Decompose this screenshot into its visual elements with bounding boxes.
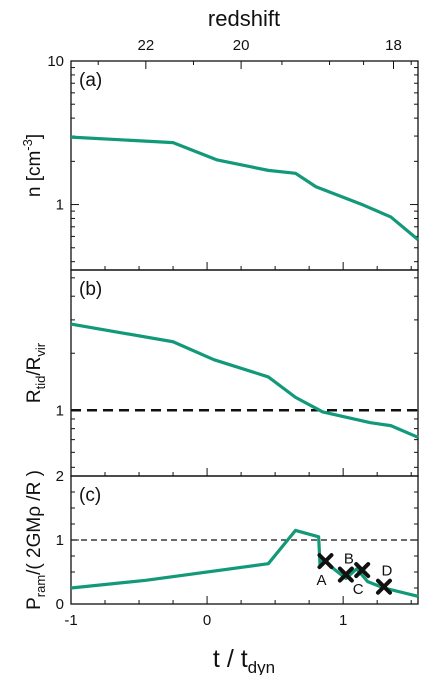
ylabel-main: R bbox=[24, 389, 45, 403]
ylabel-sub: ram bbox=[33, 575, 48, 597]
ylabel-main: n [cm bbox=[24, 151, 45, 197]
ylabel-sup: -3 bbox=[20, 139, 35, 151]
marker-label: B bbox=[344, 551, 354, 568]
y-tick-label: 0 bbox=[56, 596, 64, 613]
y-tick-label: 10 bbox=[47, 53, 64, 70]
bottom-axis-label-sub: dyn bbox=[248, 658, 275, 675]
marker-b: B bbox=[337, 551, 354, 583]
y-tick-label: 1 bbox=[56, 532, 64, 549]
panel-label: (a) bbox=[79, 70, 102, 91]
ylabel-tail: ] bbox=[24, 134, 45, 139]
marker-cross bbox=[354, 562, 371, 579]
y-tick-label: 1 bbox=[56, 402, 64, 419]
ylabel-sub: vir bbox=[33, 342, 48, 356]
marker-label: D bbox=[382, 563, 393, 580]
x-tick-label: -1 bbox=[64, 612, 77, 629]
x-tick-label: 1 bbox=[339, 612, 347, 629]
x-tick-label: 0 bbox=[203, 612, 211, 629]
y-axis-label: n [cm-3] bbox=[20, 134, 45, 197]
ylabel-main: P bbox=[24, 597, 45, 610]
top-tick-label: 22 bbox=[137, 37, 154, 54]
marker-label: C bbox=[353, 581, 364, 598]
ylabel-mid: /R bbox=[24, 357, 45, 376]
bottom-axis-label-main: t / t bbox=[213, 645, 248, 673]
top-redshift-axis: redshift 22 20 18 bbox=[97, 6, 412, 69]
bottom-axis-label: t / tdyn bbox=[213, 645, 275, 675]
panel-a-density: 1 10 (a) n [cm-3] bbox=[20, 53, 420, 271]
marker-c: C bbox=[353, 562, 371, 598]
ylabel-tail: /( 2GMρ /R ) bbox=[24, 470, 45, 575]
y-axis-label: Rtid/Rvir bbox=[24, 342, 48, 403]
marker-cross bbox=[337, 566, 354, 583]
series-line bbox=[70, 322, 419, 439]
marker-label: A bbox=[316, 572, 326, 589]
top-axis-ticks: 22 20 18 bbox=[97, 37, 412, 69]
top-tick-label: 18 bbox=[385, 37, 402, 54]
top-tick-label: 20 bbox=[233, 37, 250, 54]
y-tick-label: 2 bbox=[56, 468, 64, 485]
marker-a: A bbox=[316, 553, 334, 589]
panel-label: (b) bbox=[79, 279, 102, 300]
panel-label: (c) bbox=[79, 485, 101, 506]
plot-frame bbox=[70, 269, 419, 477]
top-axis-label: redshift bbox=[208, 6, 280, 31]
marker-cross bbox=[317, 553, 334, 570]
series-line bbox=[70, 135, 420, 241]
marker-d: D bbox=[375, 563, 393, 595]
y-tick-label: 1 bbox=[56, 197, 64, 214]
ylabel-sub: tid bbox=[33, 376, 48, 390]
marker-cross bbox=[375, 578, 392, 595]
y-axis-label: Pram/( 2GMρ /R ) bbox=[24, 470, 48, 610]
panel-b-tidal-radius: 1 (b) Rtid/Rvir bbox=[24, 269, 419, 477]
